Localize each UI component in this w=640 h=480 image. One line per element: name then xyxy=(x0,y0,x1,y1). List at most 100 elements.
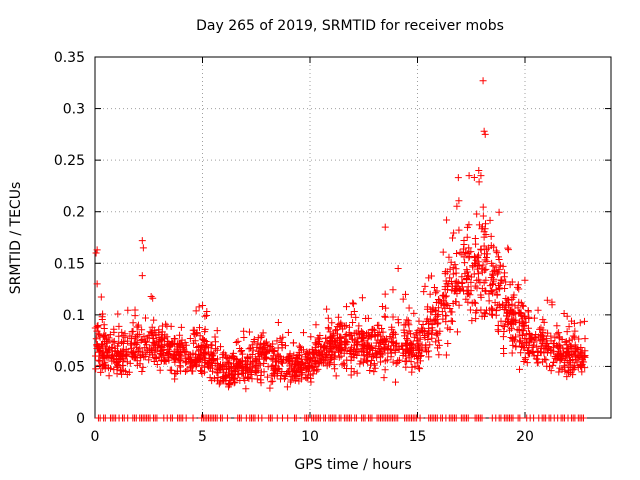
data-point xyxy=(176,362,184,370)
data-point xyxy=(513,283,521,291)
data-point xyxy=(307,333,315,341)
data-point xyxy=(515,309,523,317)
y-axis-label: SRMTID / TECUs xyxy=(8,181,24,295)
data-point xyxy=(464,283,472,291)
data-point xyxy=(458,273,466,281)
data-point xyxy=(432,298,440,306)
data-point xyxy=(524,306,532,314)
data-point xyxy=(432,315,440,323)
data-point xyxy=(323,338,331,346)
data-point xyxy=(225,383,233,391)
data-point xyxy=(526,336,534,344)
data-point xyxy=(426,341,434,349)
data-point xyxy=(394,316,402,324)
data-point xyxy=(495,208,503,216)
data-point xyxy=(452,269,460,277)
data-point xyxy=(347,346,355,354)
data-point xyxy=(259,344,267,352)
data-point xyxy=(258,414,266,422)
data-point xyxy=(569,332,577,340)
data-point xyxy=(97,293,105,301)
data-point xyxy=(489,262,497,270)
data-point xyxy=(578,358,586,366)
data-point xyxy=(441,270,449,278)
data-point xyxy=(160,356,168,364)
data-point xyxy=(477,306,485,314)
data-point xyxy=(128,328,136,336)
data-point xyxy=(581,335,589,343)
data-point xyxy=(266,384,274,392)
data-point xyxy=(167,340,175,348)
data-point xyxy=(364,334,372,342)
data-point xyxy=(479,77,487,85)
data-point xyxy=(225,381,233,389)
data-point xyxy=(405,304,413,312)
data-point xyxy=(530,338,538,346)
data-point xyxy=(384,342,392,350)
data-point xyxy=(435,304,443,312)
data-point xyxy=(575,335,583,343)
data-point xyxy=(155,326,163,334)
data-point xyxy=(131,350,139,358)
data-point xyxy=(377,332,385,340)
data-point xyxy=(520,322,528,330)
data-point xyxy=(97,368,105,376)
data-point xyxy=(347,371,355,379)
data-point xyxy=(360,355,368,363)
data-point xyxy=(274,369,282,377)
data-point xyxy=(565,323,573,331)
data-point xyxy=(168,353,176,361)
data-point xyxy=(138,237,146,245)
data-point xyxy=(312,341,320,349)
data-point xyxy=(521,276,529,284)
data-point xyxy=(442,351,450,359)
data-point xyxy=(297,363,305,371)
data-point xyxy=(578,368,586,376)
data-point xyxy=(534,306,542,314)
data-point xyxy=(571,344,579,352)
data-point xyxy=(126,332,134,340)
data-point xyxy=(332,326,340,334)
data-point xyxy=(189,349,197,357)
data-point xyxy=(450,229,458,237)
data-point xyxy=(138,368,146,376)
data-point xyxy=(380,345,388,353)
data-point xyxy=(475,221,483,229)
data-point xyxy=(519,344,527,352)
data-point xyxy=(131,354,139,362)
data-point xyxy=(224,360,232,368)
data-point xyxy=(92,249,100,257)
data-point xyxy=(156,338,164,346)
data-point xyxy=(126,359,134,367)
data-point xyxy=(488,280,496,288)
data-point xyxy=(499,333,507,341)
data-point xyxy=(442,292,450,300)
data-point xyxy=(263,373,271,381)
data-point xyxy=(523,359,531,367)
data-point xyxy=(92,335,100,343)
data-point xyxy=(261,340,269,348)
data-point xyxy=(162,320,170,328)
data-point xyxy=(497,276,505,284)
data-point xyxy=(499,262,507,270)
data-point xyxy=(217,361,225,369)
data-point xyxy=(444,340,452,348)
data-point xyxy=(364,314,372,322)
data-point xyxy=(172,369,180,377)
data-point xyxy=(388,326,396,334)
data-point xyxy=(175,340,183,348)
data-point xyxy=(348,350,356,358)
data-point xyxy=(403,342,411,350)
data-point xyxy=(563,328,571,336)
data-point xyxy=(239,369,247,377)
data-point xyxy=(477,293,485,301)
data-point xyxy=(150,316,158,324)
data-point xyxy=(467,278,475,286)
x-axis-label: GPS time / hours xyxy=(294,457,412,473)
data-point xyxy=(324,314,332,322)
data-point xyxy=(106,331,114,339)
data-point xyxy=(127,341,135,349)
data-point xyxy=(245,345,253,353)
data-point xyxy=(145,356,153,364)
